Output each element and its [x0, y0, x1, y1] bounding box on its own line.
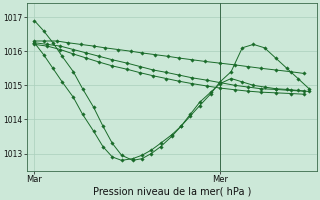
X-axis label: Pression niveau de la mer( hPa ): Pression niveau de la mer( hPa ): [92, 187, 251, 197]
